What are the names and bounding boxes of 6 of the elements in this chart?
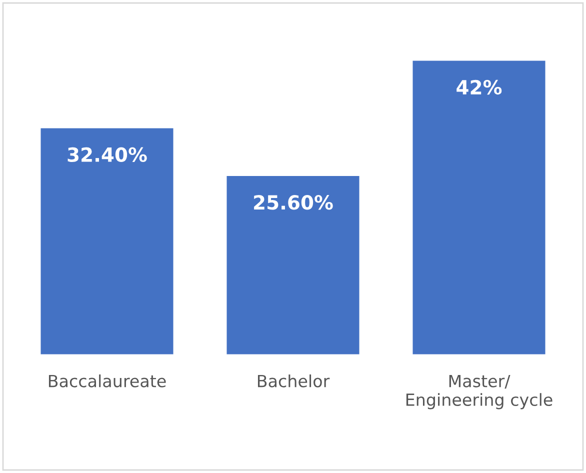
x-tick-label: Baccalaureate — [48, 374, 166, 388]
data-label: 25.60% — [254, 195, 333, 210]
x-tick-label: Bachelor — [258, 374, 330, 388]
x-tick-label: Master/ Engineering cycle — [406, 374, 552, 410]
data-label: 32.40% — [68, 147, 147, 162]
data-label: 42% — [456, 80, 502, 95]
